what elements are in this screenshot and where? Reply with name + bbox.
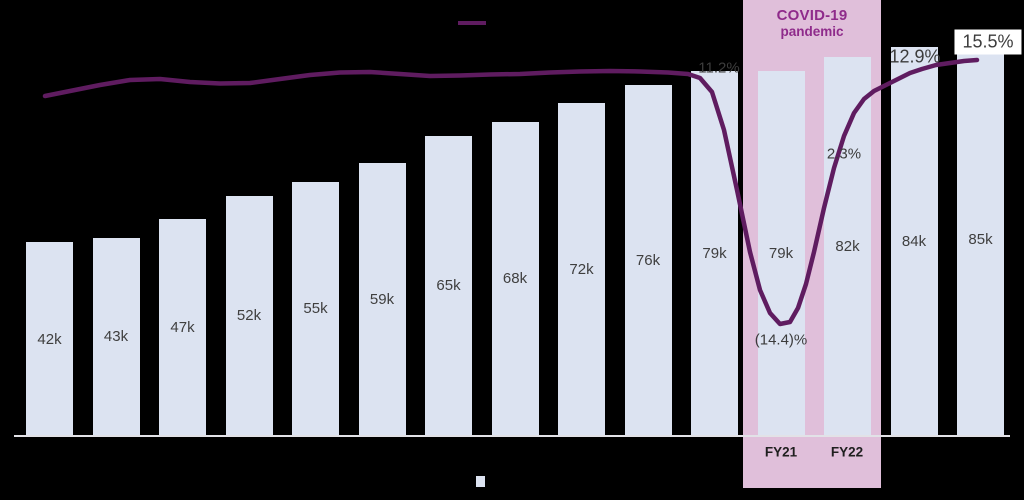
bar — [491, 121, 539, 437]
bar-value-label: 82k — [835, 237, 860, 255]
growth-label: (14.4)% — [754, 331, 808, 349]
bar-value-label: 42k — [37, 330, 62, 348]
growth-label: 2.3% — [826, 145, 862, 163]
covid-band-subtitle: pandemic — [780, 24, 844, 39]
bar — [890, 47, 938, 437]
bar-value-label: 65k — [436, 277, 461, 295]
bar-value-label: 76k — [635, 251, 661, 269]
bar — [159, 219, 206, 437]
growth-line-path — [42, 57, 980, 327]
bar — [92, 237, 140, 437]
x-tick-label-fy21: FY21 — [764, 444, 798, 460]
bar-value-label: 47k — [170, 319, 195, 337]
bar-value-label: 59k — [369, 291, 395, 309]
bar-value-label: 85k — [968, 230, 993, 248]
growth-label: 15.5% — [954, 29, 1022, 55]
bar — [26, 242, 73, 437]
bar-value-label: 72k — [569, 261, 594, 279]
bar-value-label: 68k — [502, 270, 528, 288]
growth-label: 11.2% — [698, 59, 740, 77]
bar-value-label: 52k — [236, 307, 262, 325]
bar-value-label: 55k — [303, 300, 328, 318]
bar — [957, 42, 1004, 437]
bar-value-label: 84k — [901, 233, 927, 251]
bar — [425, 135, 472, 437]
bar — [691, 70, 738, 437]
bar-value-label: 79k — [768, 244, 794, 262]
bar — [824, 56, 871, 437]
bar — [225, 195, 273, 437]
x-tick-label-fy22: FY22 — [830, 444, 864, 460]
growth-label: 12.9% — [889, 46, 941, 67]
bar — [624, 84, 672, 437]
bar — [558, 103, 605, 437]
legend-bar-marker — [476, 476, 485, 487]
bar-value-label: 43k — [103, 328, 129, 346]
bar — [757, 70, 805, 437]
legend-line-marker — [458, 21, 486, 25]
bar — [292, 181, 339, 437]
x-axis-line — [14, 435, 1010, 437]
bar — [358, 163, 406, 437]
covid-band-title: COVID-19 — [776, 7, 848, 24]
bar-value-label: 79k — [702, 244, 727, 262]
